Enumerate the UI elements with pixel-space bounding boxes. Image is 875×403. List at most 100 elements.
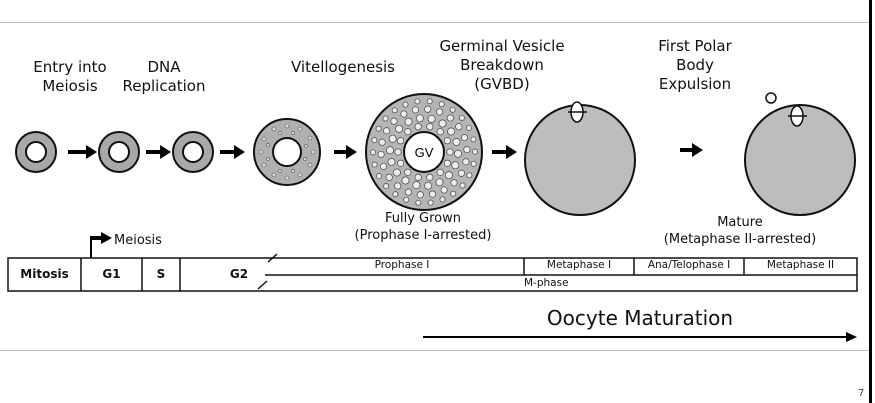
meiosis-arrow [90, 232, 112, 258]
yolk-granule [411, 106, 420, 114]
yolk-granule [457, 169, 465, 177]
yolk-granule [415, 199, 422, 206]
label-oocyte-maturation: Oocyte Maturation [546, 306, 734, 330]
yolk-granule [378, 138, 386, 146]
yolk-granule [435, 178, 444, 187]
yolk-granule [391, 107, 398, 114]
yolk-granule [454, 149, 462, 158]
yolk-granule [470, 136, 477, 143]
yolk-granule [379, 162, 388, 170]
yolk-granule [446, 148, 454, 156]
arrow-3 [220, 145, 245, 159]
yolk-granule [449, 106, 456, 113]
yolk-granule [427, 114, 436, 123]
right-border [869, 0, 872, 403]
phase-metaphase-i: Metaphase I [546, 259, 612, 271]
cell-cycle-table [7, 253, 858, 292]
label-mature: Mature (Metaphase II-arrested) [663, 215, 817, 247]
yolk-granule [370, 149, 376, 156]
yolk-granule [404, 117, 413, 126]
yolk-granule [395, 124, 404, 133]
label-gvbd: Germinal Vesicle Breakdown (GVBD) [439, 37, 565, 93]
yolk-granule [416, 191, 424, 199]
yolk-granule [401, 176, 410, 185]
yolk-granule [466, 124, 472, 131]
oocyte-3 [172, 131, 214, 173]
oocyte-vitellogenic [253, 118, 321, 186]
yolk-granule [447, 127, 456, 136]
page-number: 7 [858, 388, 865, 399]
phase-metaphase-ii: Metaphase II [766, 259, 835, 271]
arrow-1 [68, 145, 97, 159]
phase-s: S [156, 267, 166, 281]
yolk-granule [404, 168, 412, 176]
yolk-granule [386, 146, 394, 155]
yolk-granule [427, 199, 434, 206]
yolk-granule [377, 150, 385, 158]
yolk-granule [459, 182, 466, 189]
phase-g2: G2 [229, 267, 249, 281]
yolk-granule [383, 183, 390, 190]
maturation-arrow [423, 332, 857, 342]
yolk-granule [424, 105, 432, 113]
yolk-granule [415, 114, 424, 123]
phase-prophase-i: Prophase I [374, 259, 430, 271]
phase-ana-telophase-i: Ana/Telophase I [647, 259, 731, 271]
oocyte-1 [15, 131, 57, 173]
yolk-granule [424, 181, 433, 190]
label-meiosis: Meiosis [114, 233, 162, 248]
yolk-granule [382, 115, 389, 122]
yolk-granule [371, 161, 378, 168]
yolk-granule [414, 98, 421, 105]
yolk-granule [438, 101, 445, 108]
yolk-granule [387, 158, 396, 166]
yolk-granule [397, 159, 405, 167]
polar-body [765, 92, 777, 104]
yolk-granule [436, 108, 444, 116]
yolk-granule [414, 173, 422, 181]
germinal-vesicle [403, 131, 445, 173]
yolk-granule [450, 179, 458, 187]
yolk-granule [388, 134, 397, 143]
label-entry-into-meiosis: Entry into Meiosis [33, 58, 107, 95]
yolk-granule [426, 98, 433, 105]
yolk-granule [394, 182, 402, 190]
yolk-granule [383, 127, 391, 135]
yolk-granule [426, 123, 434, 131]
yolk-granule [455, 123, 463, 131]
yolk-granule [404, 188, 412, 196]
label-vitellogenesis: Vitellogenesis [290, 58, 395, 76]
arrow-4 [334, 145, 357, 159]
yolk-granule [414, 123, 422, 131]
label-fully-grown: Fully Grown (Prophase I-arrested) [354, 211, 492, 243]
yolk-granule [466, 172, 473, 179]
yolk-granule [460, 134, 469, 142]
oocyte-gvbd [524, 101, 636, 216]
oocyte-fully-grown [365, 93, 483, 211]
label-first-polar-body-expulsion: First Polar Body Expulsion [658, 37, 732, 93]
yolk-granule [394, 148, 402, 156]
yolk-granule [375, 125, 382, 132]
yolk-granule [439, 196, 446, 203]
yolk-granule [412, 181, 421, 190]
yolk-granule [472, 148, 478, 155]
yolk-granule [397, 137, 405, 145]
oocyte-mature [744, 92, 856, 216]
phase-mitosis: Mitosis [20, 267, 69, 281]
yolk-granule [458, 114, 465, 121]
oocyte-2 [98, 131, 140, 173]
yolk-granule [392, 168, 401, 177]
yolk-granule [403, 196, 410, 203]
yolk-granule [452, 138, 461, 146]
yolk-granule [462, 158, 470, 166]
yolk-granule [392, 191, 399, 198]
yolk-granule [440, 186, 448, 194]
yolk-granule [436, 128, 444, 136]
yolk-granule [371, 137, 378, 144]
yolk-granule [428, 190, 437, 198]
yolk-granule [385, 173, 393, 181]
yolk-granule [446, 114, 454, 122]
yolk-granule [450, 190, 457, 197]
phase-g1: G1 [102, 267, 121, 281]
